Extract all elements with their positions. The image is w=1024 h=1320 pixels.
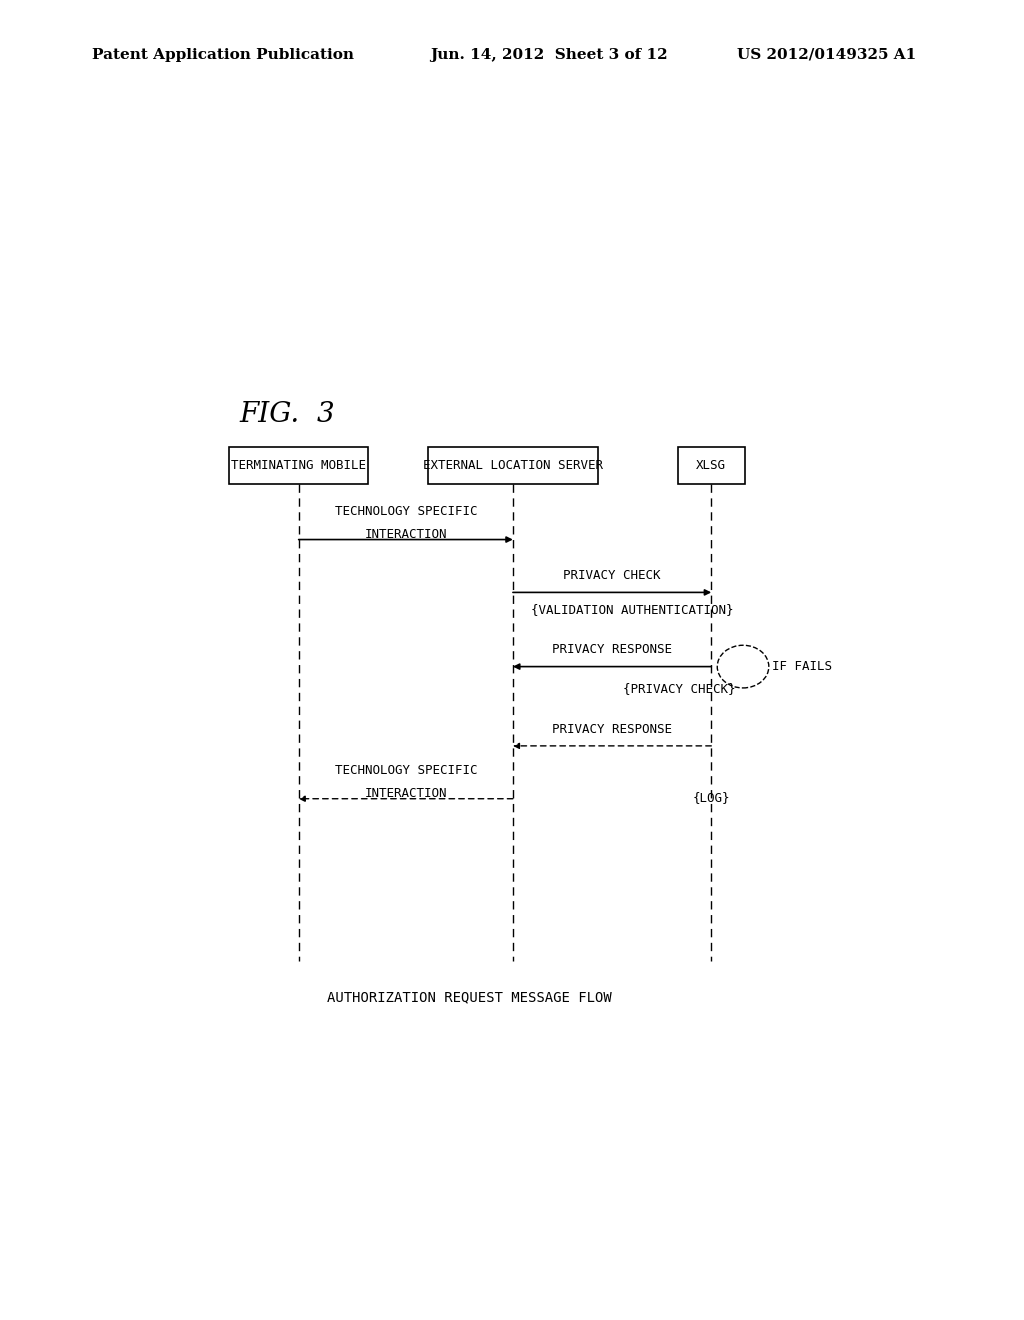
Text: PRIVACY CHECK: PRIVACY CHECK (563, 569, 660, 582)
Text: XLSG: XLSG (696, 459, 726, 471)
Text: {PRIVACY CHECK}: {PRIVACY CHECK} (624, 682, 736, 696)
Text: Jun. 14, 2012  Sheet 3 of 12: Jun. 14, 2012 Sheet 3 of 12 (430, 48, 668, 62)
Text: EXTERNAL LOCATION SERVER: EXTERNAL LOCATION SERVER (423, 459, 603, 471)
Text: FIG.  3: FIG. 3 (240, 401, 335, 428)
Text: INTERACTION: INTERACTION (365, 528, 447, 541)
Text: {LOG}: {LOG} (692, 791, 730, 804)
Text: TECHNOLOGY SPECIFIC: TECHNOLOGY SPECIFIC (335, 506, 477, 519)
Text: Patent Application Publication: Patent Application Publication (92, 48, 354, 62)
Text: AUTHORIZATION REQUEST MESSAGE FLOW: AUTHORIZATION REQUEST MESSAGE FLOW (327, 990, 611, 1005)
Text: PRIVACY RESPONSE: PRIVACY RESPONSE (552, 643, 672, 656)
Bar (678, 447, 745, 483)
Bar (229, 447, 368, 483)
Text: {VALIDATION AUTHENTICATION}: {VALIDATION AUTHENTICATION} (530, 603, 733, 615)
Text: PRIVACY RESPONSE: PRIVACY RESPONSE (552, 723, 672, 735)
Text: TECHNOLOGY SPECIFIC: TECHNOLOGY SPECIFIC (335, 764, 477, 777)
Text: TERMINATING MOBILE: TERMINATING MOBILE (231, 459, 367, 471)
Text: US 2012/0149325 A1: US 2012/0149325 A1 (737, 48, 916, 62)
Text: INTERACTION: INTERACTION (365, 787, 447, 800)
Bar (428, 447, 598, 483)
Text: IF FAILS: IF FAILS (772, 660, 833, 673)
